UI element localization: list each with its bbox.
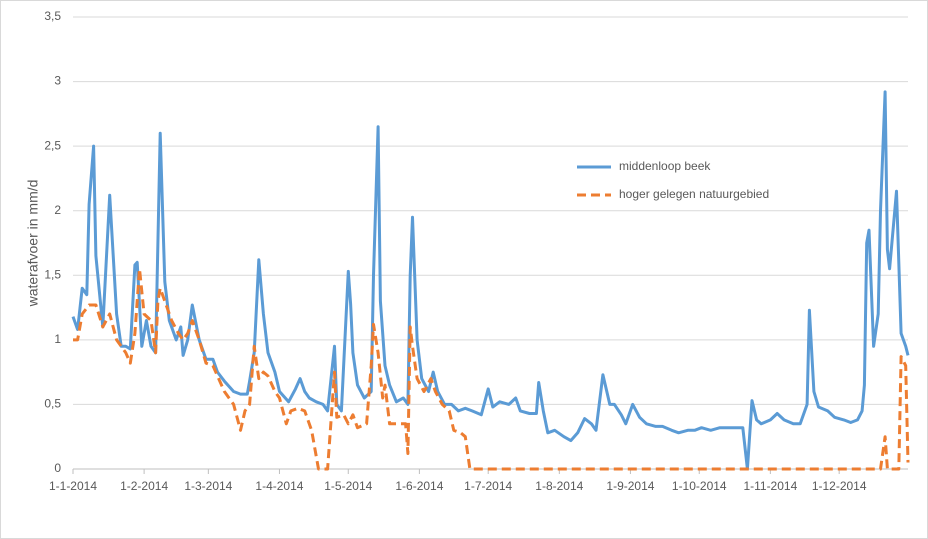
y-tick-label: 2 (54, 203, 61, 217)
y-tick-label: 3,5 (44, 9, 61, 23)
data-line (71, 90, 910, 471)
x-tick-label: 1-9-2014 (606, 479, 654, 493)
x-tick-label: 1-6-2014 (395, 479, 443, 493)
y-tick-label: 0 (54, 461, 61, 475)
x-tick-label: 1-5-2014 (324, 479, 372, 493)
y-tick-label: 1,5 (44, 267, 61, 281)
x-tick-label: 1-2-2014 (120, 479, 168, 493)
x-tick-label: 1-12-2014 (812, 479, 867, 493)
x-tick-label: 1-4-2014 (255, 479, 303, 493)
x-tick-label: 1-10-2014 (672, 479, 727, 493)
legend-label: middenloop beek (619, 159, 711, 173)
legend-label: hoger gelegen natuurgebied (619, 187, 769, 201)
x-tick-label: 1-7-2014 (464, 479, 512, 493)
data-line (73, 267, 910, 471)
x-tick-label: 1-1-2014 (49, 479, 97, 493)
y-tick-label: 2,5 (44, 138, 61, 152)
x-tick-label: 1-8-2014 (535, 479, 583, 493)
x-tick-label: 1-3-2014 (184, 479, 232, 493)
y-tick-label: 3 (54, 74, 61, 88)
y-axis-title: waterafvoer in mm/d (25, 180, 41, 308)
y-tick-label: 1 (54, 332, 61, 346)
y-tick-label: 0,5 (44, 397, 61, 411)
x-tick-label: 1-11-2014 (743, 479, 797, 493)
